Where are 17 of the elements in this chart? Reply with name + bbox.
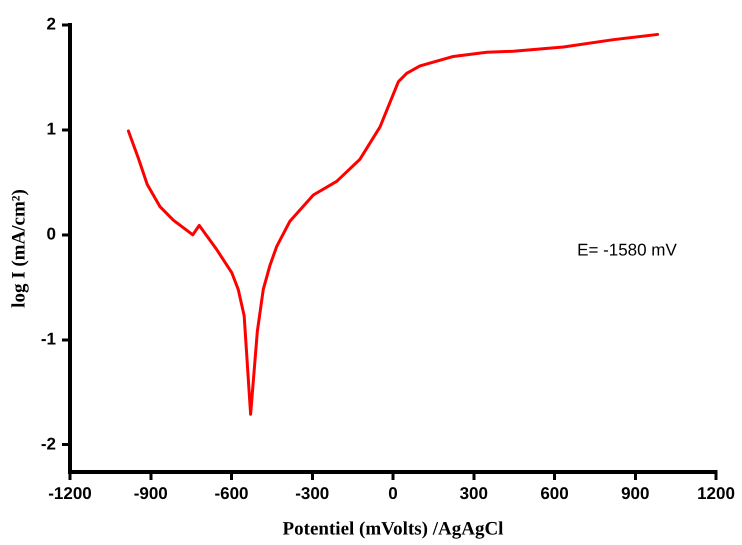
x-tick-label: -900 <box>134 484 168 503</box>
x-axis-title: Potentiel (mVolts) /AgAgCl <box>282 518 504 540</box>
x-tick-label: 900 <box>621 484 650 503</box>
x-tick-label: -600 <box>214 484 249 503</box>
y-tick-label: -2 <box>40 434 56 454</box>
y-tick-label: -1 <box>40 329 56 348</box>
y-tick-label: 2 <box>46 14 56 34</box>
y-axis-title: log I (mA/cm²) <box>8 189 30 308</box>
x-tick-label: 300 <box>460 484 488 503</box>
annotation: E= -1580 mV <box>577 240 678 260</box>
x-tick-label: -300 <box>295 484 330 503</box>
x-tick-label: 1200 <box>697 484 735 503</box>
x-tick-label: 0 <box>388 484 398 503</box>
x-tick-label: -1200 <box>48 484 92 503</box>
x-tick-label: 600 <box>540 484 569 503</box>
y-tick-label: 1 <box>46 120 56 139</box>
y-tick-label: 0 <box>46 224 56 244</box>
